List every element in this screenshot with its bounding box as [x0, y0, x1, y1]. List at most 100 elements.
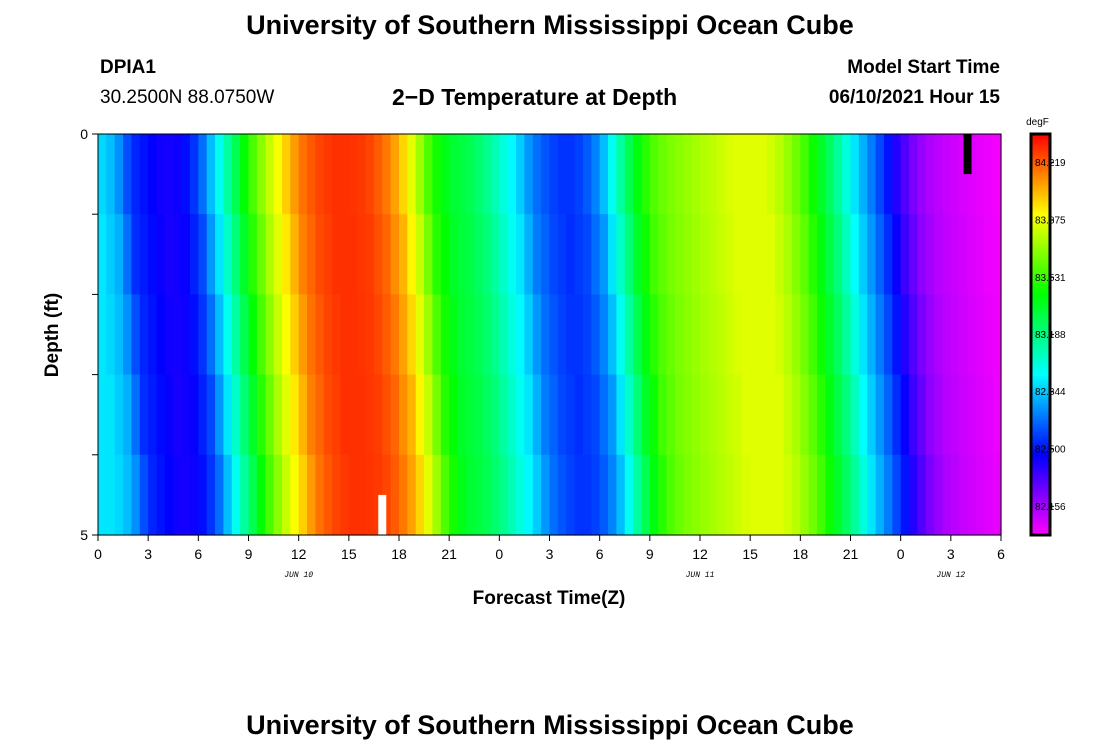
- heatmap-cell: [791, 454, 801, 536]
- heatmap-cell: [817, 214, 827, 295]
- heatmap-cell: [189, 454, 199, 536]
- x-tick-label: 0: [94, 546, 102, 562]
- heatmap-cell: [900, 214, 910, 295]
- heatmap-cell: [633, 374, 643, 456]
- heatmap-cell: [934, 374, 944, 456]
- heatmap-cell: [206, 374, 216, 456]
- heatmap-cell: [114, 454, 124, 536]
- heatmap-cell: [992, 214, 1002, 295]
- heatmap-cell: [883, 374, 893, 456]
- heatmap-cell: [599, 374, 609, 456]
- heatmap-cell: [231, 134, 241, 215]
- heatmap-cell: [399, 294, 408, 376]
- heatmap-cell: [298, 374, 308, 456]
- heatmap-cell: [649, 374, 659, 456]
- heatmap-cell: [499, 294, 509, 376]
- heatmap-cell: [875, 294, 885, 376]
- heatmap-cell: [265, 374, 275, 456]
- heatmap-cell: [967, 134, 977, 215]
- heatmap-cell: [281, 294, 291, 376]
- heatmap-cell: [240, 374, 250, 456]
- heatmap-cell: [215, 374, 225, 456]
- heatmap-cell: [984, 134, 994, 215]
- heatmap-cell: [382, 454, 392, 536]
- heatmap-cell: [223, 454, 233, 536]
- heatmap-cell: [357, 454, 367, 536]
- heatmap-cell: [875, 374, 885, 456]
- heatmap-cell: [992, 374, 1002, 456]
- heatmap-cell: [114, 294, 124, 376]
- heatmap-cell: [616, 374, 626, 456]
- heatmap-cell: [817, 374, 827, 456]
- heatmap-cell: [281, 214, 291, 295]
- heatmap-cell: [867, 294, 877, 376]
- heatmap-cell: [181, 294, 191, 376]
- heatmap-cell: [332, 454, 342, 536]
- heatmap-cell: [608, 374, 617, 456]
- heatmap-cell: [975, 294, 985, 376]
- heatmap-cell: [424, 374, 434, 456]
- x-tick-label: 21: [843, 546, 859, 562]
- heatmap-cell: [883, 454, 893, 536]
- heatmap-cell: [917, 454, 927, 536]
- heatmap-cell: [975, 374, 985, 456]
- heatmap-cell: [449, 294, 459, 376]
- heatmap-cell: [733, 134, 743, 215]
- chart-subtitle: 2−D Temperature at Depth: [392, 84, 678, 110]
- heatmap-cell: [758, 294, 768, 376]
- heatmap-cell: [591, 134, 601, 215]
- heatmap-cell: [541, 454, 551, 536]
- heatmap-cell: [608, 214, 617, 295]
- heatmap-cell: [875, 214, 885, 295]
- heatmap-cell: [950, 374, 960, 456]
- heatmap-cell: [131, 294, 141, 376]
- heatmap-cell: [992, 454, 1002, 536]
- heatmap-cell: [315, 134, 325, 215]
- heatmap-cell: [633, 134, 643, 215]
- heatmap-cell: [750, 454, 760, 536]
- day-label: JUN 11: [686, 571, 715, 580]
- heatmap-cell: [649, 214, 659, 295]
- heatmap-cell: [800, 294, 810, 376]
- heatmap-cell: [307, 214, 316, 295]
- heatmap-cell: [298, 134, 308, 215]
- heatmap-cell: [98, 374, 107, 456]
- heatmap-cell: [532, 454, 542, 536]
- heatmap-cell: [424, 294, 434, 376]
- heatmap-cell: [281, 134, 291, 215]
- heatmap-cell: [950, 454, 960, 536]
- heatmap-cell: [967, 294, 977, 376]
- heatmap-cell: [825, 214, 835, 295]
- heatmap-cell: [775, 374, 785, 456]
- heatmap-cell: [700, 294, 709, 376]
- heatmap-cell: [123, 454, 133, 536]
- heatmap-cell: [281, 374, 291, 456]
- heatmap-cell: [641, 374, 651, 456]
- heatmap-cell: [599, 294, 609, 376]
- heatmap-cell: [574, 374, 584, 456]
- heatmap-cell: [850, 134, 860, 215]
- heatmap-cell: [415, 454, 425, 536]
- heatmap-cell: [658, 294, 668, 376]
- day-label: JUN 10: [284, 571, 313, 580]
- heatmap-cell: [256, 294, 266, 376]
- heatmap-cell: [700, 374, 709, 456]
- heatmap-cell: [791, 294, 801, 376]
- heatmap-cell: [449, 374, 459, 456]
- colorbar-tick-label: 82.500: [1035, 445, 1066, 456]
- heatmap-cell: [415, 214, 425, 295]
- heatmap-markers: [378, 134, 972, 535]
- heatmap-cell: [909, 214, 918, 295]
- heatmap-cell: [499, 214, 509, 295]
- y-tick-label: 0: [80, 126, 88, 142]
- heatmap-cell: [348, 374, 358, 456]
- heatmap-cell: [900, 454, 910, 536]
- heatmap-cell: [332, 374, 342, 456]
- x-tick-label: 3: [546, 546, 554, 562]
- heatmap-cell: [883, 134, 893, 215]
- heatmap-cell: [373, 214, 383, 295]
- heatmap-cell: [123, 374, 133, 456]
- heatmap-cell: [917, 294, 927, 376]
- model-start-label: Model Start Time: [847, 57, 1000, 78]
- heatmap-cell: [541, 134, 551, 215]
